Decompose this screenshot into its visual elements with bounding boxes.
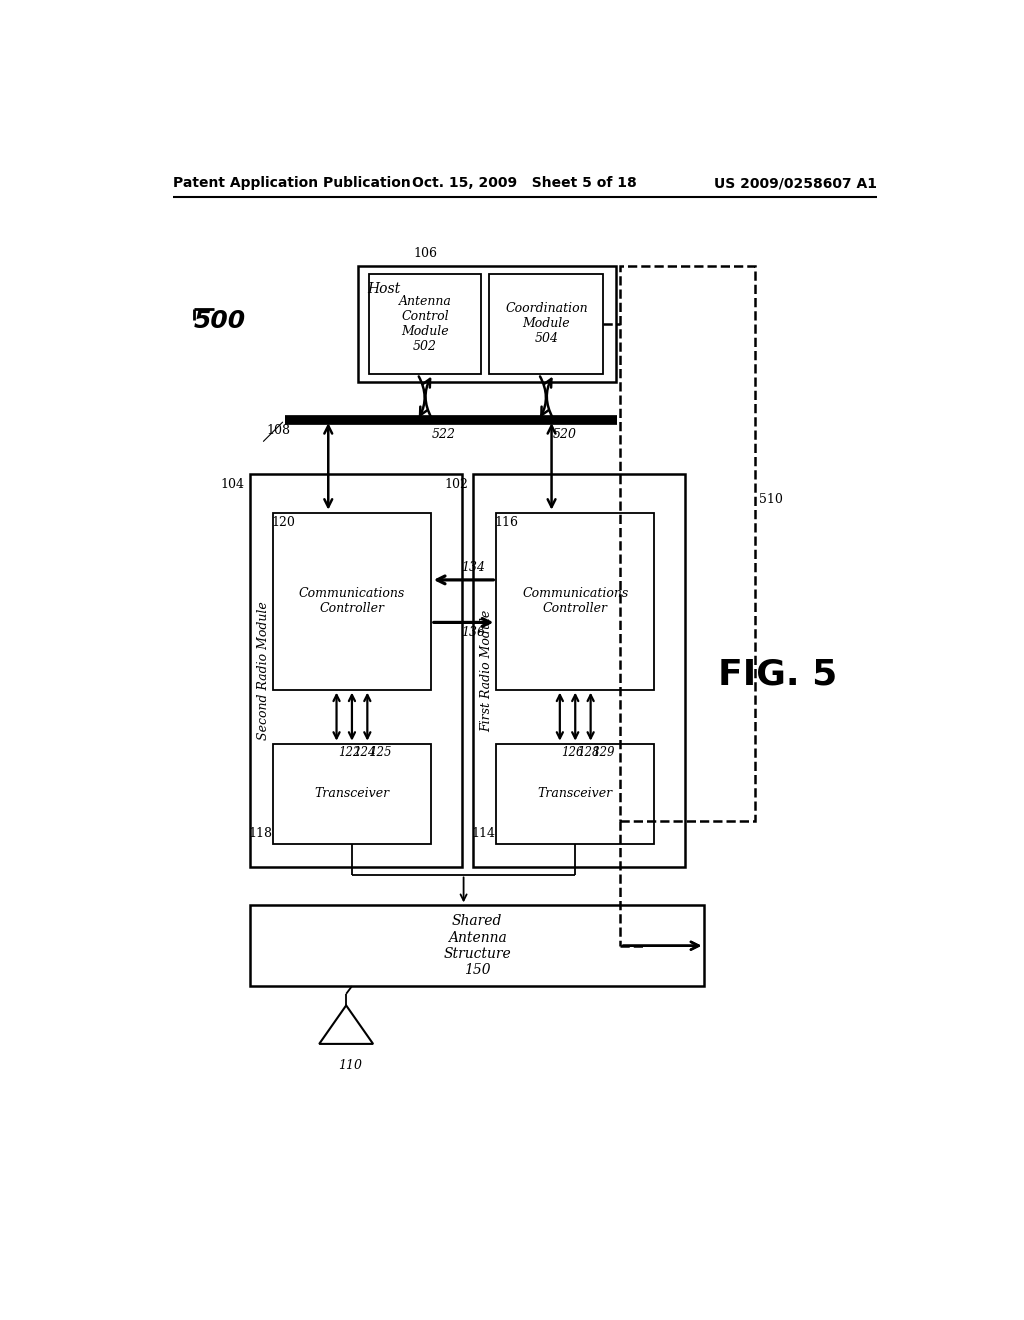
- Bar: [473, 474, 685, 867]
- Text: 110: 110: [339, 1059, 362, 1072]
- Text: Transceiver: Transceiver: [314, 787, 389, 800]
- Text: Communications
Controller: Communications Controller: [299, 587, 406, 615]
- Text: FIG. 5: FIG. 5: [718, 657, 837, 692]
- Bar: [497, 512, 654, 689]
- Text: Oct. 15, 2009   Sheet 5 of 18: Oct. 15, 2009 Sheet 5 of 18: [413, 176, 637, 190]
- Bar: [273, 743, 431, 843]
- Text: 116: 116: [495, 516, 519, 529]
- Bar: [621, 267, 755, 821]
- Text: First Radio Module: First Radio Module: [480, 610, 494, 731]
- Text: 104: 104: [220, 478, 245, 491]
- Text: Transceiver: Transceiver: [538, 787, 612, 800]
- Text: 522: 522: [431, 428, 456, 441]
- Bar: [497, 743, 654, 843]
- Text: Communications
Controller: Communications Controller: [522, 587, 629, 615]
- Text: Patent Application Publication: Patent Application Publication: [173, 176, 411, 190]
- Bar: [489, 275, 603, 374]
- Text: 136: 136: [461, 626, 484, 639]
- Bar: [357, 267, 615, 381]
- Text: Coordination
Module
504: Coordination Module 504: [505, 302, 588, 346]
- Text: US 2009/0258607 A1: US 2009/0258607 A1: [715, 176, 878, 190]
- Bar: [273, 512, 431, 689]
- Text: 120: 120: [271, 516, 295, 529]
- Text: 134: 134: [461, 561, 484, 574]
- Text: 118: 118: [249, 826, 272, 840]
- Text: 125: 125: [369, 746, 391, 759]
- Text: Host: Host: [367, 281, 400, 296]
- Text: 106: 106: [414, 247, 438, 260]
- Text: Antenna
Control
Module
502: Antenna Control Module 502: [398, 294, 452, 352]
- Text: 102: 102: [444, 478, 468, 491]
- Text: 128: 128: [577, 746, 599, 759]
- Bar: [370, 275, 481, 374]
- Text: Shared
Antenna
Structure
150: Shared Antenna Structure 150: [443, 915, 511, 977]
- Text: Second Radio Module: Second Radio Module: [257, 601, 270, 739]
- Bar: [250, 906, 705, 986]
- Text: 124: 124: [353, 746, 376, 759]
- Text: 129: 129: [592, 746, 614, 759]
- Text: 108: 108: [266, 424, 290, 437]
- Text: 122: 122: [338, 746, 360, 759]
- Bar: [250, 474, 462, 867]
- Text: 126: 126: [561, 746, 584, 759]
- Text: 500: 500: [194, 309, 246, 333]
- Text: 520: 520: [553, 428, 577, 441]
- Text: 510: 510: [759, 492, 782, 506]
- Text: 114: 114: [472, 826, 496, 840]
